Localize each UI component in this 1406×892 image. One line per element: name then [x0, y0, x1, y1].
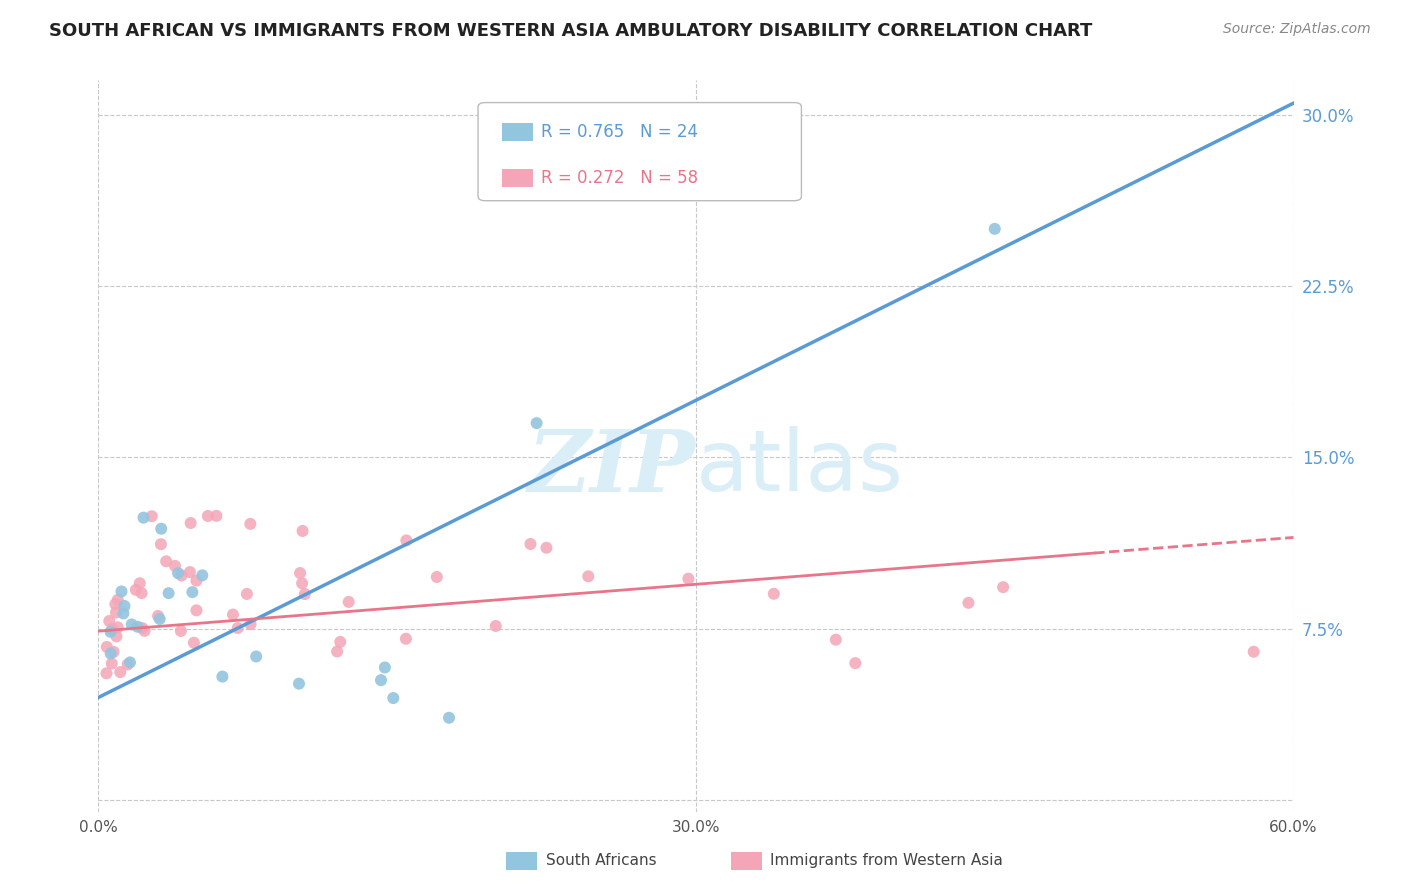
Point	[395, 533, 418, 548]
Point	[485, 619, 508, 633]
Point	[236, 587, 259, 601]
Point	[437, 711, 460, 725]
Point	[110, 665, 132, 679]
Point	[370, 673, 392, 688]
Point	[329, 635, 352, 649]
Point	[762, 587, 785, 601]
Point	[125, 582, 148, 597]
Point	[146, 608, 169, 623]
Point	[844, 656, 866, 670]
Point	[163, 558, 186, 573]
Point	[222, 607, 245, 622]
Point	[103, 645, 125, 659]
Point	[226, 621, 249, 635]
Point	[957, 596, 980, 610]
Text: R = 0.272   N = 58: R = 0.272 N = 58	[541, 169, 699, 187]
Point	[114, 599, 136, 613]
Point	[101, 622, 124, 636]
Point	[984, 222, 1007, 236]
Point	[197, 508, 219, 523]
Point	[824, 632, 846, 647]
Text: R = 0.765   N = 24: R = 0.765 N = 24	[541, 123, 699, 141]
Point	[183, 636, 205, 650]
Point	[186, 574, 208, 588]
Text: SOUTH AFRICAN VS IMMIGRANTS FROM WESTERN ASIA AMBULATORY DISABILITY CORRELATION : SOUTH AFRICAN VS IMMIGRANTS FROM WESTERN…	[49, 22, 1092, 40]
Point	[179, 565, 201, 579]
Point	[991, 580, 1014, 594]
Point	[167, 566, 190, 581]
Point	[526, 416, 548, 430]
Point	[337, 595, 360, 609]
Point	[149, 612, 172, 626]
Point	[291, 524, 314, 538]
Point	[170, 624, 193, 638]
Point	[128, 576, 150, 591]
Point	[205, 508, 228, 523]
Point	[107, 620, 129, 634]
Point	[519, 537, 541, 551]
Point	[131, 621, 153, 635]
Point	[291, 576, 314, 591]
Text: atlas: atlas	[696, 426, 904, 509]
Point	[245, 649, 267, 664]
Point	[191, 568, 214, 582]
Point	[98, 614, 121, 628]
Point	[104, 597, 127, 611]
Point	[100, 657, 122, 671]
Point	[180, 516, 202, 530]
Point	[121, 617, 143, 632]
Text: South Africans: South Africans	[546, 854, 657, 868]
Point	[186, 603, 208, 617]
Point	[294, 587, 316, 601]
Point	[211, 670, 233, 684]
Point	[132, 510, 155, 524]
Point	[155, 554, 177, 568]
Point	[118, 656, 141, 670]
Point	[678, 572, 700, 586]
Point	[150, 522, 173, 536]
Point	[170, 568, 193, 582]
Point	[107, 592, 129, 607]
Text: ZIP: ZIP	[529, 426, 696, 509]
Point	[239, 617, 262, 632]
Point	[382, 691, 405, 706]
Point	[149, 537, 172, 551]
Text: Source: ZipAtlas.com: Source: ZipAtlas.com	[1223, 22, 1371, 37]
Point	[536, 541, 558, 555]
Point	[134, 624, 156, 638]
Point	[100, 624, 122, 639]
Point	[288, 676, 311, 690]
Point	[426, 570, 449, 584]
Point	[576, 569, 599, 583]
Point	[127, 620, 149, 634]
Point	[112, 607, 135, 621]
Point	[110, 584, 132, 599]
Point	[326, 644, 349, 658]
Point	[117, 657, 139, 672]
Point	[96, 640, 118, 654]
Point	[395, 632, 418, 646]
Point	[96, 666, 118, 681]
Point	[239, 516, 262, 531]
Point	[131, 586, 153, 600]
Point	[105, 629, 128, 643]
Point	[100, 647, 122, 661]
Point	[181, 585, 204, 599]
Point	[104, 606, 127, 620]
Point	[288, 566, 311, 580]
Point	[157, 586, 180, 600]
Point	[141, 509, 163, 524]
Point	[1243, 645, 1265, 659]
Text: Immigrants from Western Asia: Immigrants from Western Asia	[770, 854, 1004, 868]
Point	[374, 660, 396, 674]
